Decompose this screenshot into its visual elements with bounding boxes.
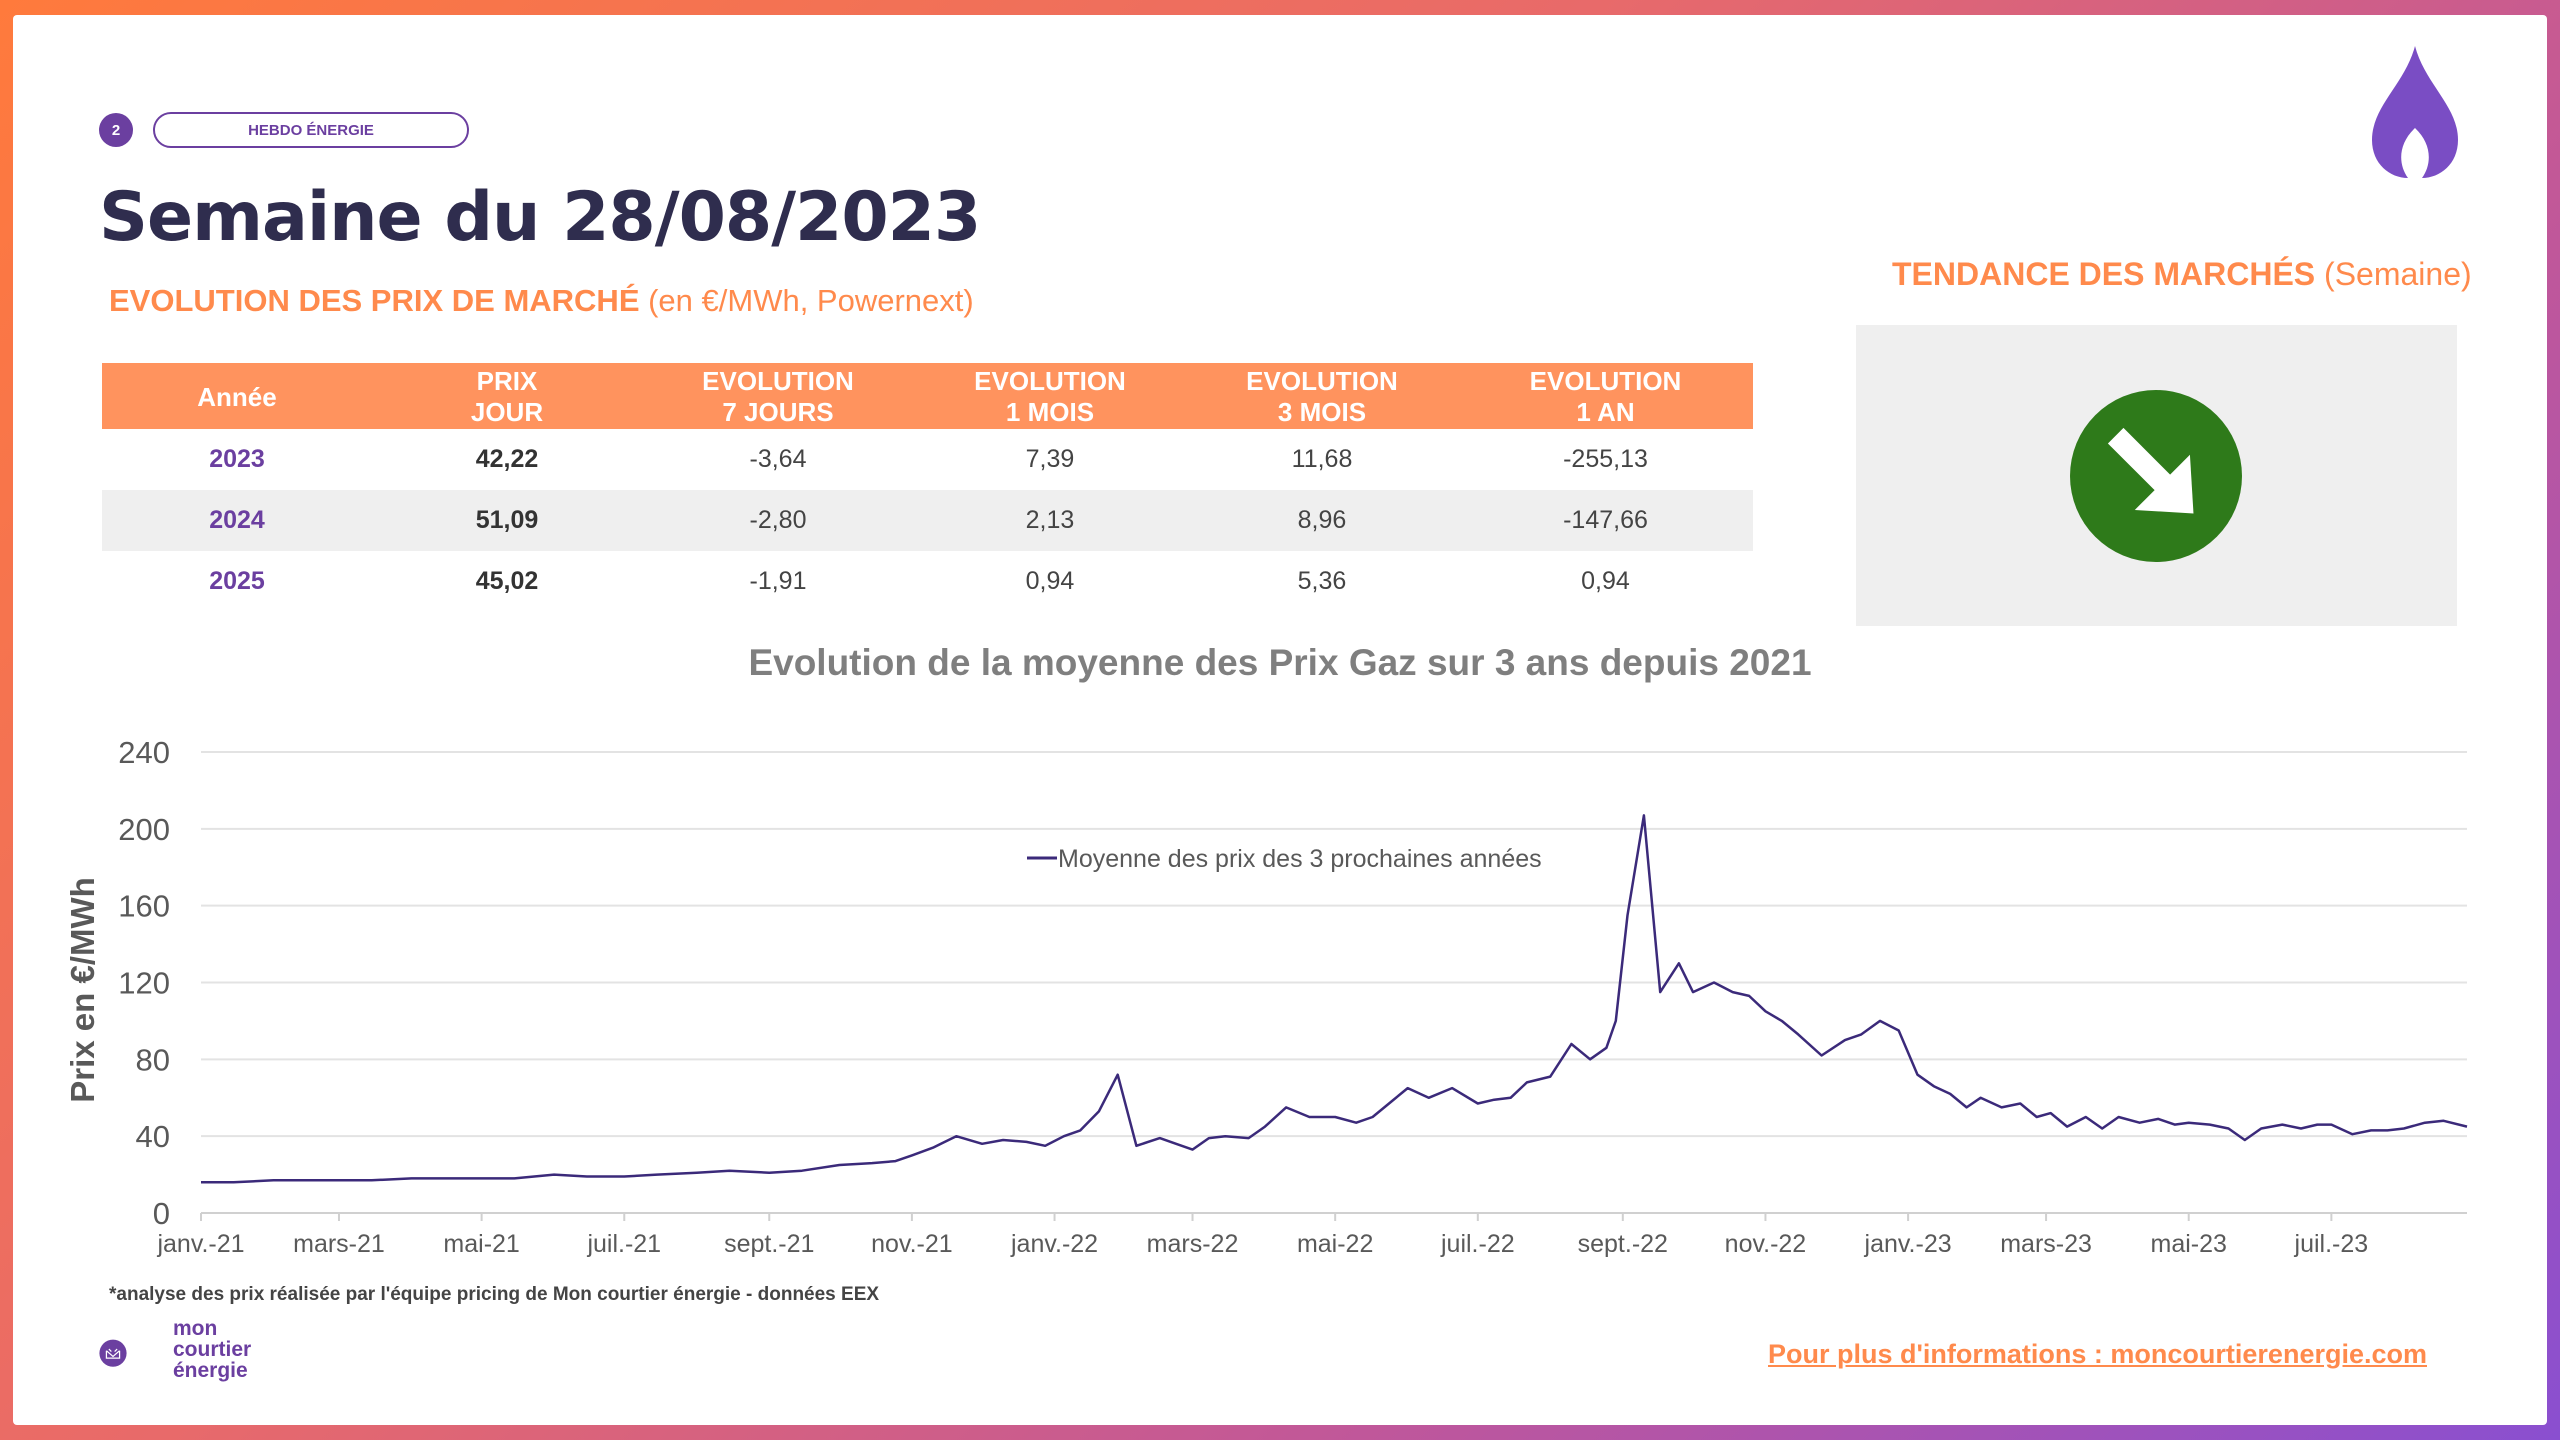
logo-line: courtier [173, 1338, 252, 1361]
y-tick-label: 80 [136, 1042, 170, 1077]
header-text: EVOLUTION [1246, 366, 1398, 396]
section-title-bold: EVOLUTION DES PRIX DE MARCHÉ [109, 283, 640, 318]
x-tick-label: nov.-22 [1725, 1230, 1807, 1258]
logo-line: énergie [173, 1359, 248, 1382]
cell-3months: 11,68 [1291, 445, 1353, 473]
series-line [201, 814, 2468, 1184]
x-tick-label: sept.-22 [1578, 1230, 1668, 1258]
cell-7days: -1,91 [749, 567, 807, 595]
y-tick-label: 0 [153, 1196, 170, 1231]
brand-logo-text: mon courtier énergie [173, 1318, 251, 1381]
header-text: 1 MOIS [1005, 397, 1095, 427]
x-tick-label: sept.-21 [724, 1230, 814, 1258]
cell-1year: 0,94 [1581, 567, 1630, 595]
brand-logo-icon [99, 1339, 127, 1367]
section-title: EVOLUTION DES PRIX DE MARCHÉ (en €/MWh, … [109, 283, 974, 319]
header-text: 3 MOIS [1277, 397, 1367, 427]
header-text: Année [197, 381, 277, 412]
cell-3months: 8,96 [1297, 506, 1347, 534]
x-tick-label: mars-23 [2000, 1230, 2092, 1258]
x-tick-label: juil.-22 [1440, 1230, 1515, 1258]
y-tick-label: 160 [118, 889, 170, 924]
x-tick-label: juil.-21 [586, 1230, 661, 1258]
x-tick-label: juil.-23 [2294, 1230, 2369, 1258]
cell-1month: 7,39 [1025, 445, 1075, 473]
header-text: JOUR [470, 397, 544, 427]
cell-3months: 5,36 [1297, 567, 1347, 595]
price-table: Année PRIX JOUR EVOLUTION 7 JOURS EVOLUTIO… [102, 363, 1753, 612]
down-arrow-icon [2070, 390, 2242, 562]
flame-icon [2372, 46, 2458, 178]
table-row: 2025 45,02 -1,91 0,94 5,36 0,94 [102, 551, 1753, 612]
x-tick-label: janv.-23 [1864, 1230, 1952, 1258]
cell-price: 51,09 [475, 506, 539, 534]
col-header-1year: EVOLUTION 1 AN [1458, 363, 1753, 429]
table-header-row: Année PRIX JOUR EVOLUTION 7 JOURS EVOLUTIO… [102, 363, 1753, 429]
legend-label: Moyenne des prix des 3 prochaines années [1058, 845, 1542, 873]
x-tick-label: mars-21 [293, 1230, 385, 1258]
newsletter-pill: HEBDO ÉNERGIE [153, 112, 469, 148]
cell-price: 42,22 [475, 445, 539, 473]
x-tick-label: mai-23 [2151, 1230, 2227, 1258]
y-tick-label: 200 [118, 812, 170, 847]
x-tick-label: nov.-21 [871, 1230, 953, 1258]
y-tick-label: 240 [118, 735, 170, 770]
chart-title: Evolution de la moyenne des Prix Gaz sur… [748, 642, 1812, 683]
trend-title-bold: TENDANCE DES MARCHÉS [1892, 256, 2316, 292]
x-tick-label: mars-22 [1147, 1230, 1239, 1258]
section-title-unit: (en €/MWh, Powernext) [639, 283, 974, 318]
cell-price: 45,02 [475, 567, 539, 595]
header-text: EVOLUTION [702, 366, 854, 396]
table-row: 2023 42,22 -3,64 7,39 11,68 -255,13 [102, 429, 1753, 490]
col-header-price: PRIX JOUR [372, 363, 642, 429]
cell-year: 2024 [209, 506, 265, 534]
x-tick-label: mai-22 [1297, 1230, 1373, 1258]
trend-title: TENDANCE DES MARCHÉS (Semaine) [1892, 256, 2472, 293]
y-axis-label: Prix en €/MWh [64, 877, 101, 1103]
cell-1month: 0,94 [1025, 567, 1075, 595]
x-tick-label: janv.-21 [156, 1230, 244, 1258]
cell-year: 2023 [209, 445, 265, 473]
y-tick-label: 40 [136, 1119, 170, 1154]
trend-title-period: (Semaine) [2315, 256, 2472, 292]
table-row: 2024 51,09 -2,80 2,13 8,96 -147,66 [102, 490, 1753, 551]
header-text: 7 JOURS [722, 397, 834, 427]
header-text: PRIX [476, 366, 538, 396]
col-header-year: Année [102, 363, 372, 429]
page-number-badge: 2 [99, 113, 133, 147]
header-text: EVOLUTION [974, 366, 1126, 396]
slide-card [13, 15, 2547, 1425]
cell-7days: -3,64 [749, 445, 807, 473]
cell-year: 2025 [209, 567, 265, 595]
footnote: *analyse des prix réalisée par l'équipe … [109, 1284, 880, 1305]
trend-panel [1856, 325, 2457, 626]
x-tick-label: janv.-22 [1010, 1230, 1098, 1258]
col-header-3months: EVOLUTION 3 MOIS [1186, 363, 1458, 429]
logo-line: mon [173, 1317, 218, 1340]
cell-7days: -2,80 [749, 506, 807, 534]
col-header-1month: EVOLUTION 1 MOIS [914, 363, 1186, 429]
col-header-7days: EVOLUTION 7 JOURS [642, 363, 914, 429]
header-text: 1 AN [1576, 397, 1635, 427]
cell-1month: 2,13 [1025, 506, 1075, 534]
cell-1year: -255,13 [1563, 445, 1648, 473]
website-link[interactable]: Pour plus d'informations : moncourtieren… [1768, 1339, 2427, 1369]
cell-1year: -147,66 [1563, 506, 1648, 534]
page-title: Semaine du 28/08/2023 [99, 178, 981, 257]
x-tick-label: mai-21 [443, 1230, 519, 1258]
y-tick-label: 120 [118, 966, 170, 1001]
header-text: EVOLUTION [1529, 366, 1682, 396]
